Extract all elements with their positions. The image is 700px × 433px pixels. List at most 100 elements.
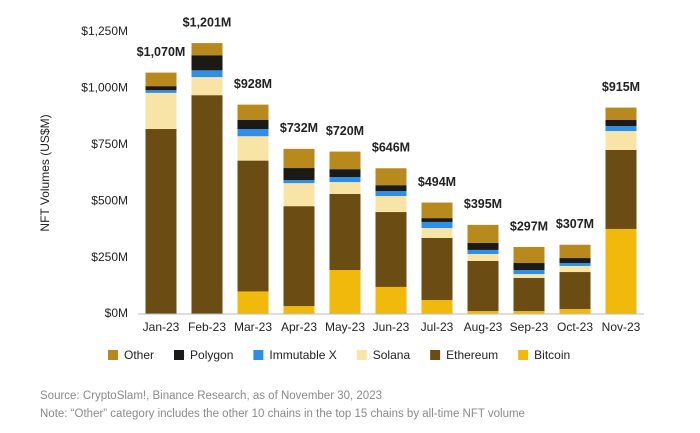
legend-label: Immutable X: [269, 348, 336, 362]
x-tick-label: Nov-23: [602, 320, 641, 334]
y-tick-label: $250M: [91, 250, 128, 264]
bar-segment: [191, 55, 223, 71]
bar-segment: [605, 126, 637, 132]
bar-segment: [467, 253, 499, 261]
bar-segment: [283, 183, 315, 207]
total-label: $494M: [418, 175, 456, 189]
bar-segment: [191, 77, 223, 96]
y-tick-label: $500M: [91, 193, 128, 207]
legend-swatch: [108, 350, 118, 360]
bar-segment: [191, 70, 223, 78]
legend-label: Bitcoin: [534, 348, 570, 362]
y-tick-label: $0M: [105, 306, 128, 320]
y-tick-label: $1,000M: [81, 81, 128, 95]
legend-label: Solana: [373, 348, 411, 362]
bar-segment: [559, 265, 591, 273]
bar-segment: [329, 270, 361, 314]
x-tick-label: Jul-23: [421, 320, 454, 334]
bar-segment: [283, 168, 315, 180]
legend-swatch: [356, 350, 367, 360]
bar-segment: [559, 309, 591, 314]
bar-segment: [467, 249, 499, 254]
legend-label: Polygon: [190, 348, 233, 362]
legend-label: Other: [124, 348, 154, 362]
bar-segment: [375, 196, 407, 213]
bar-segment: [559, 258, 591, 264]
bar-segment: [191, 43, 223, 56]
bar-segment: [375, 185, 407, 192]
bar-segment: [237, 136, 269, 161]
legend-swatch: [253, 350, 264, 360]
bar-segment: [513, 246, 545, 264]
x-tick-label: Mar-23: [234, 320, 272, 334]
bar-segment: [145, 129, 177, 314]
bar-segment: [145, 90, 177, 93]
bar-segment: [283, 306, 315, 314]
legend-swatch: [430, 350, 441, 360]
bar-segment: [145, 86, 177, 91]
bar-segment: [237, 104, 269, 120]
x-tick-label: Jun-23: [373, 320, 410, 334]
bar-segment: [605, 119, 637, 127]
bar-segment: [605, 107, 637, 120]
bar-segment: [605, 228, 637, 314]
legend-swatch: [174, 350, 185, 360]
total-label: $928M: [234, 77, 272, 91]
total-label: $915M: [602, 80, 640, 94]
bar-segment: [421, 300, 453, 314]
bar-segment: [329, 177, 361, 183]
bar-segment: [283, 206, 315, 307]
footnote: Note: “Other” category includes the othe…: [40, 408, 525, 420]
bar-segment: [237, 160, 269, 292]
bar-segment: [605, 131, 637, 150]
x-tick-label: Sep-23: [510, 320, 549, 334]
x-tick-label: Jan-23: [143, 320, 180, 334]
total-label: $720M: [326, 124, 364, 138]
x-tick-label: Aug-23: [464, 320, 503, 334]
bar-segment: [283, 148, 315, 169]
total-label: $395M: [464, 197, 502, 211]
bar-segment: [513, 270, 545, 275]
bar-segment: [191, 95, 223, 314]
bar-segment: [375, 286, 407, 314]
total-label: $297M: [510, 219, 548, 233]
bar-segment: [513, 311, 545, 314]
source-note: Source: CryptoSlam!, Binance Research, a…: [40, 390, 382, 402]
bar-segment: [467, 311, 499, 314]
legend-swatch: [518, 350, 529, 360]
bar-segment: [329, 182, 361, 194]
bar-segment: [145, 92, 177, 130]
bar-segment: [605, 149, 637, 229]
total-label: $732M: [280, 121, 318, 135]
bar-segment: [145, 72, 177, 87]
total-label: $1,201M: [183, 15, 232, 29]
bar-segment: [237, 291, 269, 314]
total-label: $646M: [372, 141, 410, 155]
bar-segment: [513, 263, 545, 271]
bar-segment: [329, 169, 361, 178]
bar-segment: [421, 221, 453, 229]
bar-segment: [467, 260, 499, 312]
x-tick-label: Apr-23: [281, 320, 317, 334]
total-label: $1,070M: [137, 45, 186, 59]
x-tick-label: May-23: [325, 320, 365, 334]
bar-segment: [237, 129, 269, 137]
bar-segment: [559, 244, 591, 259]
y-tick-label: $750M: [91, 137, 128, 151]
bar-segment: [559, 263, 591, 266]
x-tick-label: Oct-23: [557, 320, 593, 334]
bar-segment: [421, 202, 453, 219]
bar-segment: [421, 218, 453, 222]
bar-segment: [467, 242, 499, 250]
bar-segment: [329, 193, 361, 271]
bar-segment: [329, 151, 361, 170]
total-label: $307M: [556, 217, 594, 231]
y-tick-label: $1,250M: [81, 24, 128, 38]
bar-segment: [559, 272, 591, 310]
bar-segment: [513, 277, 545, 312]
bar-segment: [375, 168, 407, 186]
bar-segment: [283, 179, 315, 184]
legend-label: Ethereum: [446, 348, 498, 362]
bar-segment: [237, 119, 269, 130]
